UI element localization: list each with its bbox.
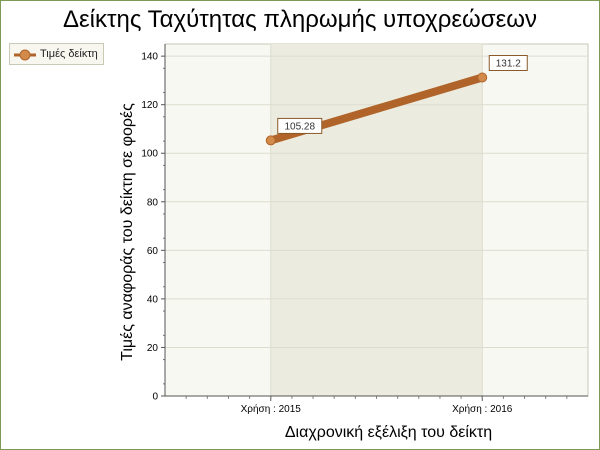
legend[interactable]: Τιμές δείκτη (9, 43, 104, 65)
y-tick-label: 120 (141, 100, 158, 111)
chart-title: Δείκτης Ταχύτητας πληρωμής υποχρεώσεων (62, 6, 538, 33)
data-point[interactable] (477, 72, 488, 83)
x-tick-label: Χρήση : 2015 (241, 403, 302, 415)
x-tick-label: Χρήση : 2016 (452, 403, 513, 415)
data-label: 131.2 (496, 59, 521, 70)
y-tick-label: 0 (152, 392, 158, 403)
y-tick-label: 80 (147, 197, 159, 208)
x-axis-title: Διαχρονική εξέλιξη του δείκτη (285, 424, 492, 441)
data-point[interactable] (265, 135, 276, 146)
y-tick-label: 20 (147, 343, 159, 354)
data-label: 105.28 (284, 121, 315, 132)
y-tick-label: 100 (141, 149, 158, 160)
y-axis-title: Τιμές αναφοράς του δείκτη σε φορές (119, 103, 136, 361)
y-tick-label: 60 (147, 246, 159, 257)
data-label-box (488, 55, 528, 72)
line-circle-marker-icon (14, 49, 36, 61)
legend-series-label: Τιμές δείκτη (40, 48, 98, 60)
data-label-box (277, 117, 323, 134)
y-tick-label: 140 (141, 52, 158, 63)
category-band (270, 44, 483, 396)
y-tick-label: 40 (147, 294, 159, 305)
